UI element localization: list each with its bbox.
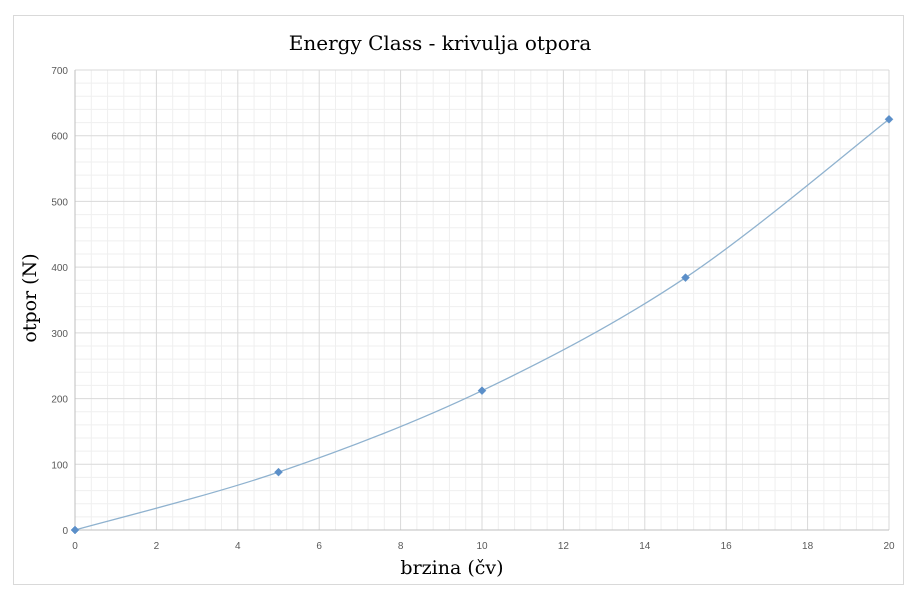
x-tick-label: 10 xyxy=(476,541,488,552)
x-tick-label: 14 xyxy=(639,541,651,552)
y-tick-label: 100 xyxy=(51,460,68,471)
data-point-marker xyxy=(274,467,283,477)
series xyxy=(70,114,894,535)
x-tick-label: 12 xyxy=(558,541,570,552)
y-tick-label: 300 xyxy=(51,329,68,340)
chart-frame xyxy=(13,15,904,585)
x-tick-label: 8 xyxy=(398,541,404,552)
x-tick-label: 6 xyxy=(316,541,322,552)
x-tick-label: 20 xyxy=(883,541,895,552)
data-point-marker xyxy=(477,386,487,396)
x-tick-label: 0 xyxy=(72,541,78,552)
y-tick-label: 200 xyxy=(51,395,68,406)
y-tick-label: 0 xyxy=(62,526,68,537)
chart-title: Energy Class - krivulja otpora xyxy=(289,31,592,55)
trendline xyxy=(74,118,890,531)
x-tick-label: 18 xyxy=(802,541,814,552)
y-tick-label: 400 xyxy=(51,263,68,274)
y-tick-label: 600 xyxy=(51,132,68,143)
data-point-marker xyxy=(681,273,690,283)
y-tick-label: 700 xyxy=(51,66,68,77)
data-point-marker xyxy=(70,525,80,535)
x-tick-label: 4 xyxy=(235,541,241,552)
y-axis-title: otpor (N) xyxy=(19,253,41,342)
x-tick-label: 2 xyxy=(154,541,160,552)
x-tick-label: 16 xyxy=(721,541,733,552)
y-tick-label: 500 xyxy=(51,197,68,208)
x-axis-title: brzina (čv) xyxy=(400,557,503,579)
grid xyxy=(74,69,890,531)
data-point-marker xyxy=(884,114,894,124)
